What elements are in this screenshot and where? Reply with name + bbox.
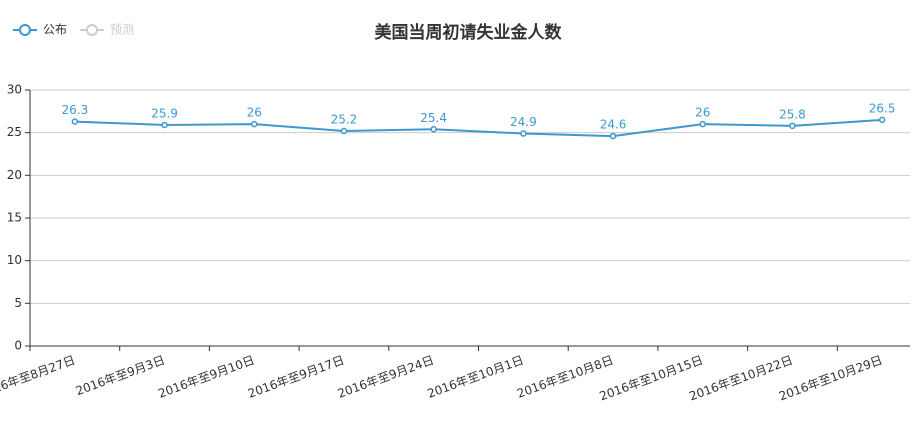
- y-tick-label: 25: [7, 125, 22, 139]
- point: [699, 120, 706, 128]
- legend-icon-dot: [86, 24, 98, 36]
- point: [340, 127, 348, 135]
- data-label: 25.8: [779, 107, 806, 121]
- x-tick-label: 2016年至9月24日: [336, 353, 436, 401]
- point: [609, 132, 617, 140]
- point: [789, 122, 796, 130]
- data-label: 24.6: [600, 118, 627, 132]
- point: [878, 116, 886, 124]
- data-label: 26: [247, 106, 262, 120]
- data-label: 26: [695, 106, 710, 120]
- y-tick-label: 5: [14, 296, 22, 310]
- y-tick-label: 20: [7, 168, 22, 182]
- data-label: 25.2: [331, 112, 358, 126]
- x-tick-label: 2016年至10月1日: [425, 353, 525, 401]
- data-label: 24.9: [510, 115, 537, 129]
- y-tick-label: 10: [7, 253, 22, 267]
- data-label: 26.3: [61, 103, 88, 117]
- point: [161, 121, 168, 129]
- x-tick-label: 2016年至9月10日: [156, 353, 256, 401]
- data-label: 25.9: [151, 106, 178, 120]
- point: [430, 126, 437, 133]
- x-tick-label: 2016年至8月27日: [0, 353, 77, 401]
- legend-label[interactable]: 公布: [43, 23, 67, 37]
- data-label: 25.4: [420, 111, 447, 125]
- x-tick-label: 2016年至10月29日: [777, 353, 884, 403]
- legend-icon-dot: [19, 24, 31, 36]
- point: [251, 120, 258, 128]
- point: [71, 118, 79, 125]
- y-tick-label: 15: [7, 211, 22, 225]
- y-tick-label: 0: [14, 339, 22, 353]
- legend-label[interactable]: 预测: [110, 23, 134, 37]
- point: [520, 130, 527, 137]
- series-line: [74, 118, 883, 138]
- y-tick-label: 30: [7, 83, 22, 97]
- data-label: 26.5: [869, 101, 896, 115]
- chart-title: 美国当周初请失业金人数: [375, 22, 563, 43]
- x-tick-label: 2016年至9月17日: [246, 353, 346, 401]
- x-tick-label: 2016年至9月3日: [74, 353, 167, 398]
